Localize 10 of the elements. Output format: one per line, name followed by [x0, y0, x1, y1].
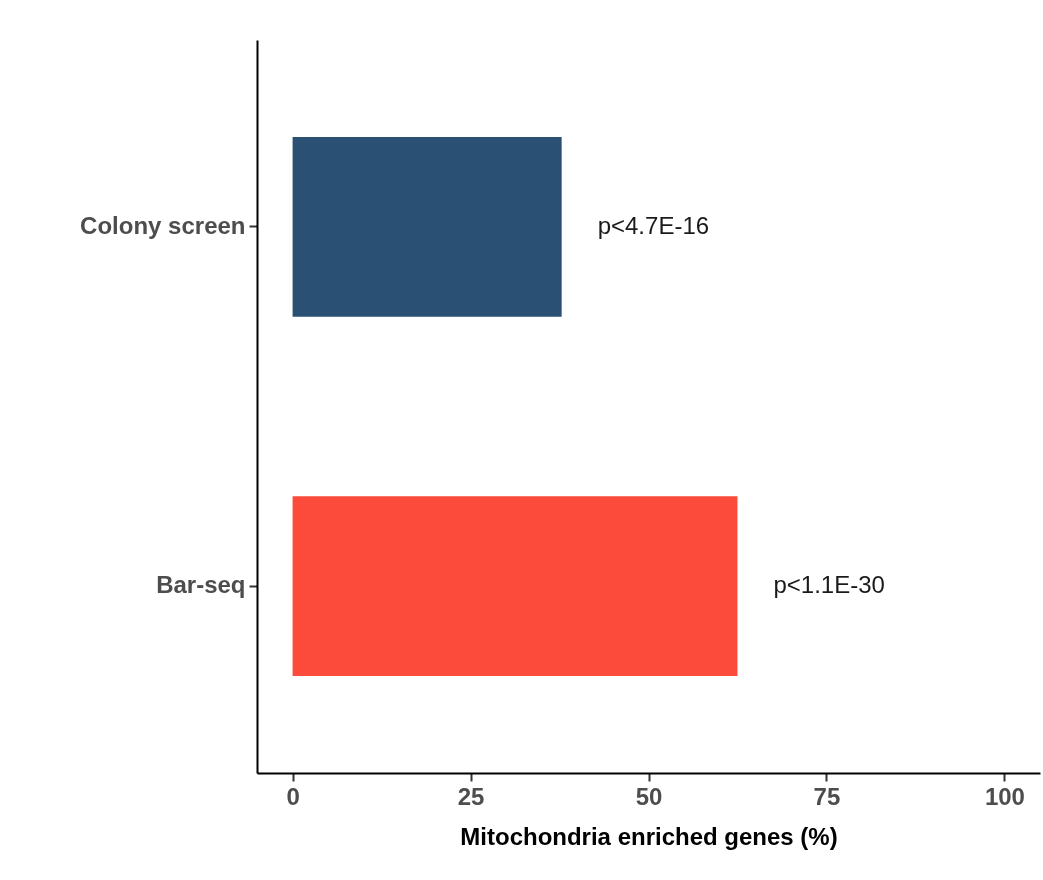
x-tick-label: 0 [286, 782, 300, 810]
x-tick-label: 25 [457, 782, 485, 810]
y-tick-label: Colony screen [80, 211, 246, 239]
x-tick-label: 75 [813, 782, 841, 810]
annotation: p<4.7E-16 [597, 211, 710, 239]
x-tick-label: 50 [635, 782, 663, 810]
y-tick-label: Bar-seq [156, 571, 246, 599]
x-axis-title: Mitochondria enriched genes (%) [460, 822, 838, 850]
annotation: p<1.1E-30 [773, 571, 885, 599]
x-tick-label: 100 [984, 782, 1025, 810]
